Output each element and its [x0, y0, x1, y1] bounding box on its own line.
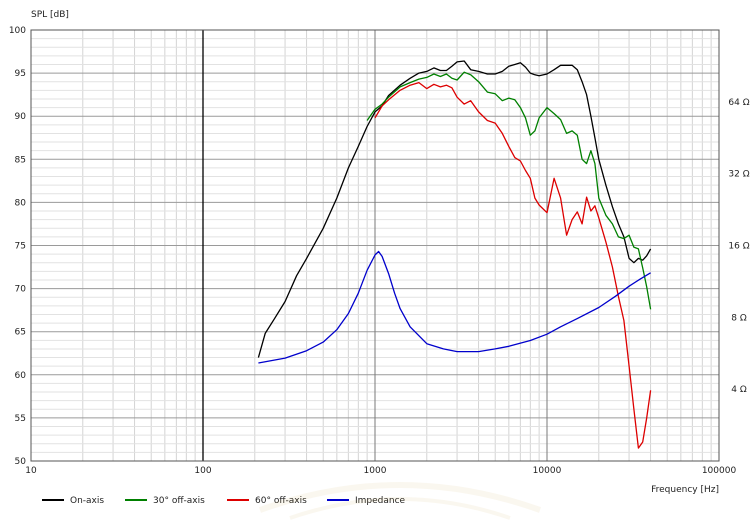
plot-frame — [30, 29, 720, 462]
axes: 50 55 60 65 70 75 80 85 90 95 100 10 100 1000 10000 100… — [9, 26, 750, 476]
series-group — [257, 60, 652, 449]
y-tick-label: 55 — [15, 414, 26, 424]
x-tick-label: 10 — [25, 466, 37, 476]
impedance-tick-label: 32 Ω — [728, 170, 749, 180]
y-tick-label: 85 — [15, 155, 26, 165]
x-tick-label: 1000 — [364, 466, 387, 476]
series-line-30-off-axis — [366, 71, 652, 310]
y-tick-label: 75 — [15, 242, 26, 252]
legend: On-axis 30° off-axis 60° off-axis Impedance — [42, 496, 406, 506]
x-tick-label: 100000 — [702, 466, 737, 476]
labels: SPL [dB] Frequency [Hz] — [31, 10, 719, 495]
impedance-tick-label: 16 Ω — [728, 242, 749, 252]
impedance-tick-label: 8 Ω — [731, 313, 747, 323]
series-line-impedance — [258, 250, 651, 364]
y-tick-label: 80 — [15, 198, 27, 208]
x-tick-label: 100 — [194, 466, 211, 476]
y-axis-label: SPL [dB] — [31, 10, 69, 20]
impedance-tick-label: 4 Ω — [731, 385, 747, 395]
y-tick-label: 60 — [15, 371, 27, 381]
series-line-on-axis — [257, 60, 652, 358]
y-tick-label: 50 — [15, 457, 27, 467]
y-tick-label: 100 — [9, 26, 26, 36]
x-axis-label: Frequency [Hz] — [651, 485, 719, 495]
watermark-logo — [258, 482, 542, 520]
y-tick-label: 95 — [15, 69, 26, 79]
impedance-tick-label: 64 Ω — [728, 98, 749, 108]
legend-label: 30° off-axis — [153, 496, 205, 506]
y-tick-label: 70 — [15, 285, 27, 295]
grid — [30, 29, 720, 462]
legend-label: 60° off-axis — [255, 496, 307, 506]
y-tick-label: 90 — [15, 112, 27, 122]
legend-label: On-axis — [70, 496, 104, 506]
y-tick-label: 65 — [15, 328, 26, 338]
x-tick-label: 10000 — [533, 466, 562, 476]
legend-label: Impedance — [355, 496, 406, 506]
series-line-60-off-axis — [374, 81, 652, 449]
